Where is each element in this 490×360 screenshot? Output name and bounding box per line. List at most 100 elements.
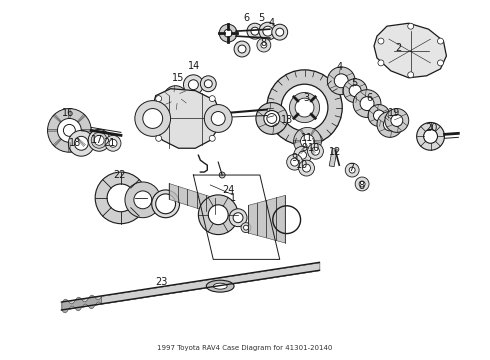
Text: 3: 3 <box>303 93 310 103</box>
Circle shape <box>69 130 94 156</box>
Circle shape <box>156 96 162 102</box>
Circle shape <box>211 112 225 125</box>
Circle shape <box>234 41 250 57</box>
Ellipse shape <box>206 280 234 292</box>
Circle shape <box>377 112 403 137</box>
Text: 19: 19 <box>388 108 400 117</box>
Circle shape <box>276 28 284 36</box>
Circle shape <box>259 22 277 40</box>
Circle shape <box>408 23 414 29</box>
Circle shape <box>107 184 135 212</box>
Text: 22: 22 <box>114 170 126 180</box>
Circle shape <box>267 70 342 145</box>
Circle shape <box>327 67 355 95</box>
Text: 1997 Toyota RAV4 Case Diagram for 41301-20140: 1997 Toyota RAV4 Case Diagram for 41301-… <box>157 345 333 351</box>
Circle shape <box>247 23 263 39</box>
Circle shape <box>244 225 248 230</box>
Text: 4: 4 <box>336 62 343 72</box>
Circle shape <box>360 96 374 111</box>
Circle shape <box>204 80 212 88</box>
Circle shape <box>385 109 409 132</box>
Text: 6: 6 <box>366 93 372 103</box>
Circle shape <box>308 143 323 159</box>
Circle shape <box>204 105 232 132</box>
Polygon shape <box>151 89 220 148</box>
Circle shape <box>343 79 367 103</box>
Circle shape <box>312 147 319 155</box>
Text: 1: 1 <box>230 193 236 203</box>
Circle shape <box>95 172 147 224</box>
Circle shape <box>256 103 288 134</box>
Circle shape <box>94 135 104 145</box>
Circle shape <box>294 127 321 155</box>
Circle shape <box>209 96 215 102</box>
Ellipse shape <box>213 283 227 289</box>
Circle shape <box>198 195 238 235</box>
Text: 24: 24 <box>222 185 234 195</box>
Text: 2: 2 <box>396 43 402 53</box>
Circle shape <box>257 38 271 52</box>
Circle shape <box>355 177 369 191</box>
Text: 5: 5 <box>351 78 357 88</box>
Circle shape <box>368 105 390 126</box>
Circle shape <box>200 76 216 92</box>
Circle shape <box>209 135 215 141</box>
Circle shape <box>290 93 319 123</box>
Circle shape <box>378 60 384 66</box>
Circle shape <box>349 167 355 173</box>
Circle shape <box>156 135 162 141</box>
Text: 5: 5 <box>258 13 264 23</box>
Circle shape <box>105 135 121 151</box>
Text: 18: 18 <box>69 138 81 148</box>
Circle shape <box>383 118 396 131</box>
Text: 10: 10 <box>296 160 309 170</box>
Circle shape <box>48 109 91 152</box>
Circle shape <box>57 118 81 142</box>
Circle shape <box>300 134 315 148</box>
Circle shape <box>264 111 280 126</box>
Text: 16: 16 <box>62 108 74 117</box>
Text: 15: 15 <box>172 73 185 83</box>
Circle shape <box>298 151 307 159</box>
Text: 21: 21 <box>103 138 115 148</box>
Text: 6: 6 <box>243 13 249 23</box>
Circle shape <box>349 85 361 96</box>
Circle shape <box>170 92 181 104</box>
Circle shape <box>94 135 104 145</box>
Text: 20: 20 <box>425 123 438 134</box>
Circle shape <box>152 190 179 218</box>
Circle shape <box>143 109 163 129</box>
Bar <box>329 148 337 167</box>
Circle shape <box>359 181 365 187</box>
Circle shape <box>74 136 88 150</box>
Polygon shape <box>374 23 446 78</box>
Circle shape <box>302 164 311 172</box>
Text: 11: 11 <box>301 133 314 143</box>
Circle shape <box>373 110 385 121</box>
Text: 7: 7 <box>348 163 354 173</box>
Text: 4: 4 <box>269 18 275 28</box>
Circle shape <box>353 90 381 117</box>
Text: 8: 8 <box>358 181 364 191</box>
Circle shape <box>208 205 228 225</box>
Text: 8: 8 <box>261 38 267 48</box>
Circle shape <box>91 132 107 148</box>
Circle shape <box>281 84 328 131</box>
Circle shape <box>125 182 161 218</box>
Circle shape <box>164 86 188 109</box>
Circle shape <box>229 209 247 227</box>
Circle shape <box>233 213 243 223</box>
Text: 9: 9 <box>292 153 298 163</box>
Text: 13: 13 <box>281 116 293 126</box>
Circle shape <box>298 160 315 176</box>
Text: 17: 17 <box>91 135 103 145</box>
Circle shape <box>263 26 273 36</box>
Circle shape <box>261 42 267 48</box>
Circle shape <box>63 125 75 136</box>
Circle shape <box>135 100 171 136</box>
Circle shape <box>238 45 246 53</box>
Circle shape <box>88 129 110 151</box>
Circle shape <box>267 113 277 123</box>
Circle shape <box>183 75 203 95</box>
Circle shape <box>295 98 314 117</box>
